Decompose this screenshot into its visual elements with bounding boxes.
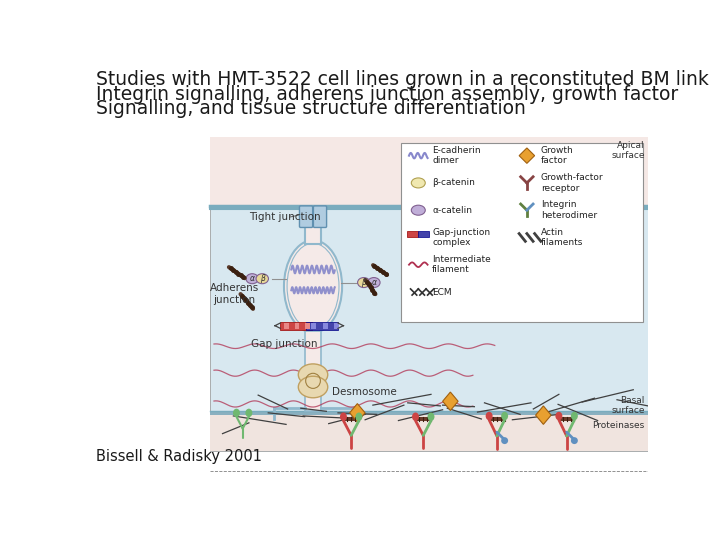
Polygon shape <box>519 148 535 164</box>
Text: Proteinases: Proteinases <box>592 421 644 430</box>
Text: Intermediate
filament: Intermediate filament <box>432 255 491 274</box>
Text: Studies with HMT-3522 cell lines grown in a reconstituted BM link: Studies with HMT-3522 cell lines grown i… <box>96 70 709 89</box>
Ellipse shape <box>571 411 578 420</box>
Ellipse shape <box>298 376 328 398</box>
Bar <box>306 322 338 329</box>
Text: Desmosome: Desmosome <box>333 387 397 397</box>
Text: α: α <box>250 274 255 283</box>
Ellipse shape <box>411 205 426 215</box>
Text: α: α <box>372 278 377 287</box>
Bar <box>418 231 429 237</box>
Bar <box>210 137 648 206</box>
Text: Apical
surface: Apical surface <box>611 141 645 160</box>
Ellipse shape <box>340 413 347 421</box>
Ellipse shape <box>501 437 508 444</box>
Text: Basal
surface: Basal surface <box>611 396 645 415</box>
Text: Gap junction: Gap junction <box>251 339 318 349</box>
Ellipse shape <box>485 411 492 420</box>
Ellipse shape <box>256 274 269 284</box>
Text: Signalling, and tissue structure differentiation: Signalling, and tissue structure differe… <box>96 99 526 118</box>
Text: Integrin signalling, adherens junction assembly, growth factor: Integrin signalling, adherens junction a… <box>96 85 678 104</box>
Bar <box>559 417 575 421</box>
Ellipse shape <box>411 178 426 188</box>
Bar <box>210 411 648 415</box>
Ellipse shape <box>555 411 562 420</box>
Text: α-catelin: α-catelin <box>432 206 472 215</box>
Bar <box>323 322 328 329</box>
Ellipse shape <box>246 409 253 417</box>
Polygon shape <box>350 403 365 422</box>
Bar <box>210 415 648 451</box>
Text: Adherens
junction: Adherens junction <box>210 284 258 305</box>
Ellipse shape <box>428 413 434 421</box>
Bar <box>305 322 310 329</box>
Text: ECM: ECM <box>432 287 452 296</box>
Ellipse shape <box>284 240 342 333</box>
Ellipse shape <box>356 413 362 421</box>
Bar <box>312 322 316 329</box>
Ellipse shape <box>368 278 380 288</box>
FancyBboxPatch shape <box>401 143 643 322</box>
Polygon shape <box>536 406 551 424</box>
Ellipse shape <box>501 411 508 420</box>
Bar <box>415 417 431 421</box>
Text: β: β <box>361 278 366 287</box>
Bar <box>280 322 312 329</box>
Text: E-cadherin
dimer: E-cadherin dimer <box>432 146 481 165</box>
Bar <box>284 322 289 329</box>
Ellipse shape <box>233 409 240 417</box>
Text: Bissell & Radisky 2001: Bissell & Radisky 2001 <box>96 449 262 464</box>
Text: Tight junction: Tight junction <box>249 212 321 222</box>
Bar <box>305 331 321 411</box>
FancyBboxPatch shape <box>313 206 327 227</box>
Text: Growth
factor: Growth factor <box>541 146 574 165</box>
Text: β-catenin: β-catenin <box>432 178 475 187</box>
Bar <box>408 231 418 237</box>
Polygon shape <box>443 392 458 410</box>
FancyBboxPatch shape <box>300 206 312 227</box>
Bar <box>210 137 648 451</box>
Bar <box>334 322 339 329</box>
Ellipse shape <box>246 274 258 284</box>
Ellipse shape <box>298 364 328 386</box>
Bar <box>343 417 359 421</box>
Ellipse shape <box>571 437 578 444</box>
Ellipse shape <box>358 278 370 288</box>
Ellipse shape <box>412 413 419 421</box>
Bar <box>489 417 505 421</box>
Text: Actin
filaments: Actin filaments <box>541 228 583 247</box>
FancyBboxPatch shape <box>305 208 321 244</box>
Text: Integrin
heterodimer: Integrin heterodimer <box>541 200 597 220</box>
Text: Growth-factor
receptor: Growth-factor receptor <box>541 173 603 193</box>
Bar <box>294 322 300 329</box>
Text: β: β <box>260 274 265 283</box>
Text: Gap-junction
complex: Gap-junction complex <box>432 228 490 247</box>
